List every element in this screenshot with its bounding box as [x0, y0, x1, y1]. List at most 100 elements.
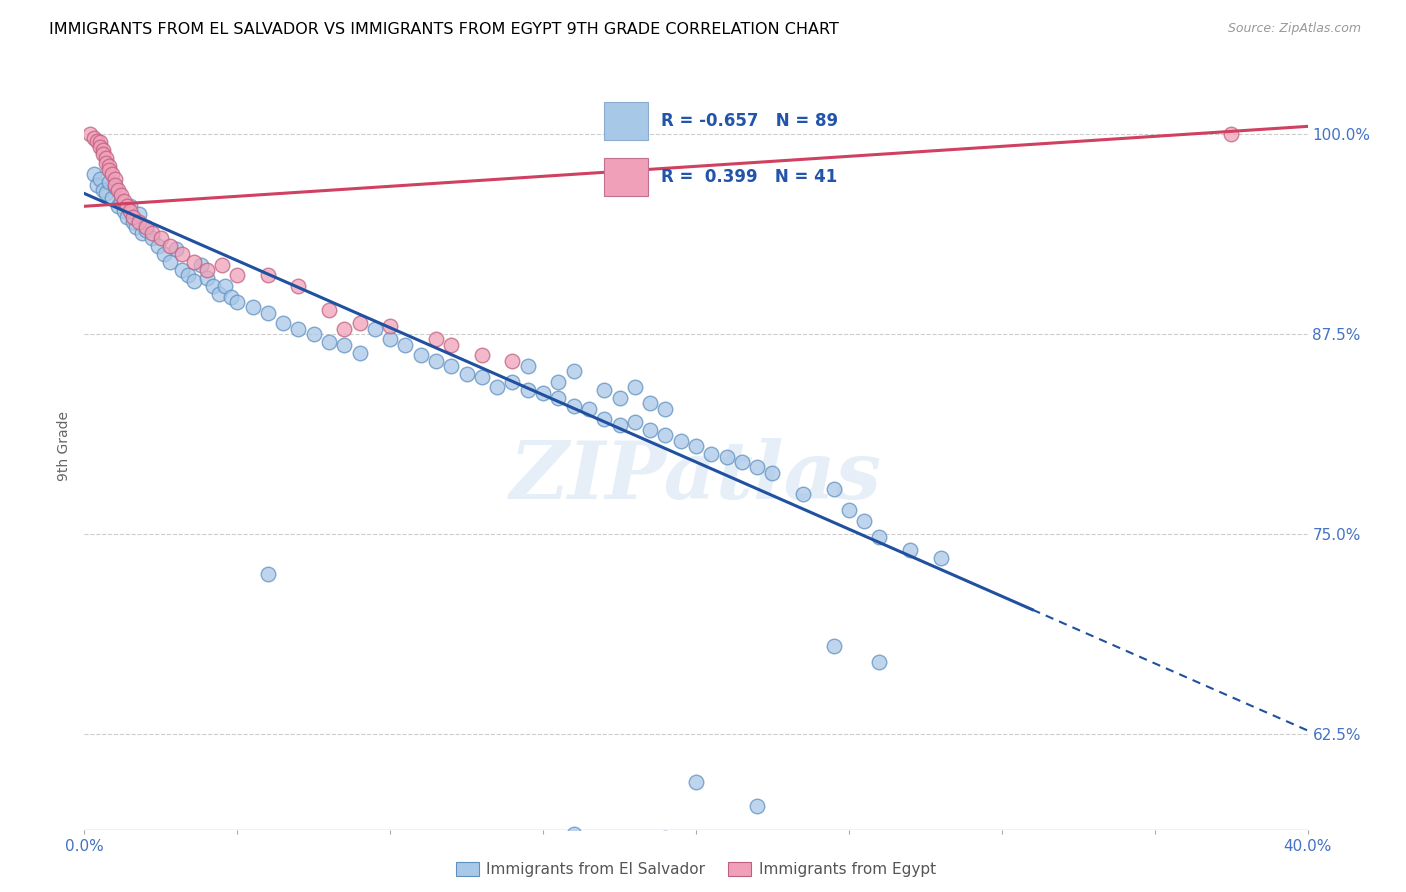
Point [823, 639, 845, 653]
Point [128, 215, 150, 229]
Point [91, 144, 114, 158]
Point [516, 383, 538, 397]
Point [211, 259, 233, 273]
Point [609, 391, 631, 405]
Point [94, 151, 117, 165]
Point [578, 402, 600, 417]
Point [146, 239, 169, 253]
Point [172, 263, 194, 277]
Point [195, 271, 218, 285]
Point [242, 300, 264, 314]
Point [112, 204, 135, 219]
Point [394, 338, 416, 352]
Point [183, 255, 205, 269]
Point [547, 391, 569, 405]
Point [149, 231, 172, 245]
Point [349, 316, 371, 330]
Point [183, 274, 205, 288]
Point [115, 199, 138, 213]
Point [685, 774, 707, 789]
Point [716, 450, 738, 465]
Text: IMMIGRANTS FROM EL SALVADOR VS IMMIGRANTS FROM EGYPT 9TH GRADE CORRELATION CHART: IMMIGRANTS FROM EL SALVADOR VS IMMIGRANT… [49, 22, 839, 37]
Point [471, 348, 494, 362]
Point [153, 247, 176, 261]
Point [531, 386, 554, 401]
Point [165, 243, 187, 257]
Point [219, 290, 242, 304]
Text: ZIPatlas: ZIPatlas [510, 438, 882, 516]
Point [287, 322, 309, 336]
Point [287, 279, 309, 293]
Point [685, 439, 707, 453]
Point [425, 354, 447, 368]
Point [318, 335, 340, 350]
Point [700, 447, 723, 461]
Point [562, 364, 585, 378]
Point [104, 172, 127, 186]
Point [624, 380, 647, 394]
Point [83, 130, 105, 145]
Point [195, 263, 218, 277]
Point [593, 412, 616, 426]
Point [141, 227, 163, 241]
Point [593, 383, 616, 397]
Point [110, 188, 132, 202]
Point [257, 268, 280, 282]
Point [929, 550, 952, 565]
Point [79, 128, 101, 142]
Point [747, 798, 769, 813]
Point [302, 327, 325, 342]
Point [486, 380, 509, 394]
Point [380, 332, 402, 346]
Point [89, 140, 111, 154]
Point [94, 186, 117, 201]
Point [349, 346, 371, 360]
Point [869, 530, 891, 544]
Point [257, 306, 280, 320]
Point [159, 239, 181, 253]
Point [159, 255, 181, 269]
Point [91, 183, 114, 197]
Point [86, 134, 108, 148]
Point [898, 542, 921, 557]
Point [1220, 128, 1243, 142]
Point [107, 199, 129, 213]
Point [135, 220, 157, 235]
Point [562, 827, 585, 841]
Point [547, 375, 569, 389]
Point [654, 830, 676, 845]
Point [638, 396, 661, 410]
Point [141, 231, 163, 245]
Point [624, 415, 647, 429]
Point [747, 459, 769, 474]
Point [125, 220, 148, 235]
Point [122, 211, 145, 225]
Point [226, 295, 249, 310]
Point [104, 178, 127, 193]
Point [731, 455, 754, 469]
Point [97, 162, 120, 177]
Point [654, 402, 676, 417]
Point [638, 423, 661, 437]
Point [120, 204, 142, 219]
Point [609, 418, 631, 433]
Point [107, 183, 129, 197]
Point [456, 367, 478, 381]
Point [101, 167, 124, 181]
Point [669, 434, 692, 449]
Point [83, 167, 105, 181]
Point [562, 399, 585, 413]
Point [333, 322, 356, 336]
Point [318, 303, 340, 318]
Point [104, 180, 127, 194]
Point [838, 503, 860, 517]
Point [120, 199, 142, 213]
Point [823, 482, 845, 496]
Point [271, 316, 294, 330]
Point [115, 211, 138, 225]
Point [853, 514, 876, 528]
Point [502, 375, 524, 389]
Point [122, 215, 145, 229]
Legend: Immigrants from El Salvador, Immigrants from Egypt: Immigrants from El Salvador, Immigrants … [450, 856, 942, 883]
Point [110, 194, 132, 209]
